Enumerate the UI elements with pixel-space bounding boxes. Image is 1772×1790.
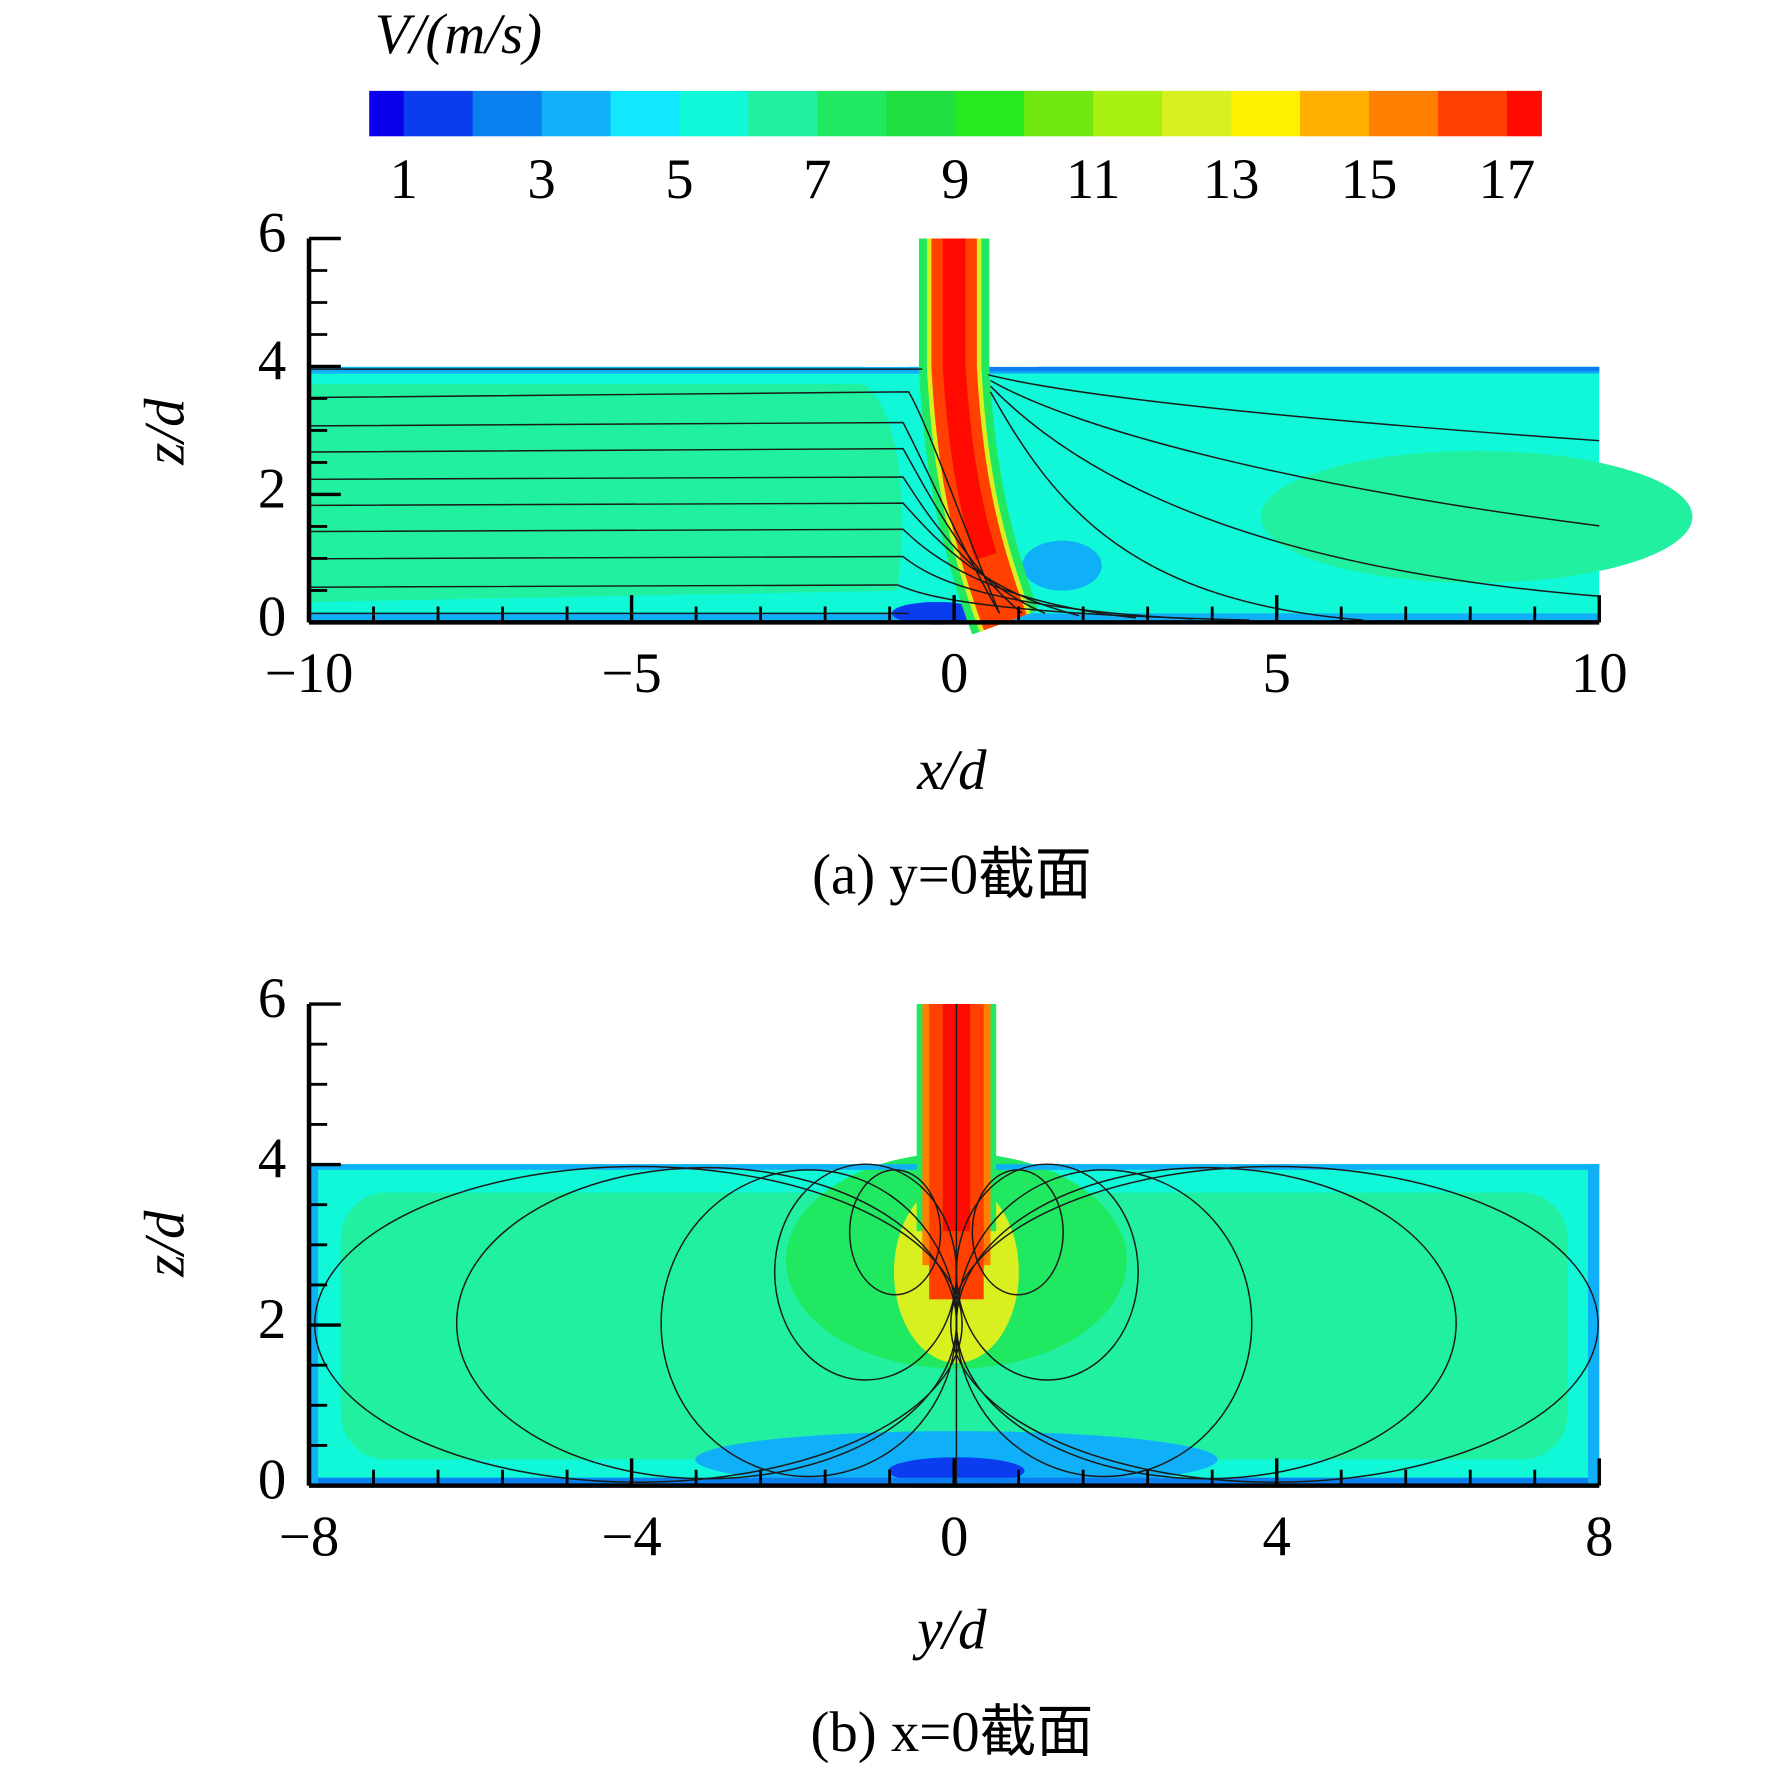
colorbar-segment [1300, 90, 1370, 137]
colorbar-segment [748, 90, 818, 137]
y-tick-label: 6 [258, 202, 286, 265]
x-tick-label: 4 [1263, 1505, 1291, 1568]
colorbar-tick-label: 3 [527, 148, 555, 211]
colorbar-segment [472, 90, 543, 137]
y-tick-label: 0 [258, 1449, 286, 1512]
colorbar-segment [369, 90, 405, 137]
colorbar-segment [403, 90, 474, 137]
x-tick-label: 0 [940, 1505, 968, 1568]
y-tick-label: 4 [258, 1128, 286, 1191]
colorbar-segment [1093, 90, 1163, 137]
x-tick-label: −4 [601, 1505, 661, 1568]
y-axis-label: z/d [133, 1210, 196, 1278]
x-axis-label: x/d [916, 739, 987, 802]
colorbar-tick-label: 9 [941, 148, 969, 211]
field-b [309, 1004, 1600, 1488]
colorbar-segment [610, 90, 681, 137]
x-tick-label: 8 [1585, 1505, 1613, 1568]
y-tick-label: 2 [258, 457, 286, 520]
colorbar-segment [1437, 90, 1508, 137]
y-tick-label: 4 [258, 330, 286, 393]
colorbar-segment [1231, 90, 1301, 137]
colorbar-segment [886, 90, 956, 137]
x-tick-label: −5 [601, 642, 661, 705]
colorbar-tick-label: 17 [1478, 148, 1535, 211]
y-tick-label: 2 [258, 1288, 286, 1351]
colorbar-tick-label: 1 [389, 148, 417, 211]
colorbar-tick-label: 13 [1203, 148, 1260, 211]
colorbar-segment [817, 90, 887, 137]
colorbar-segment [1162, 90, 1232, 137]
x-tick-label: 0 [940, 642, 968, 705]
colorbar-label: V/(m/s) [375, 3, 542, 66]
x-axis-label: y/d [912, 1599, 987, 1662]
colorbar-tick-label: 7 [803, 148, 831, 211]
y-axis-label: z/d [133, 398, 196, 466]
y-tick-label: 6 [258, 967, 286, 1030]
y-tick-label: 0 [258, 585, 286, 648]
colorbar-tick-label: 11 [1066, 148, 1121, 211]
colorbar-tick-label: 5 [665, 148, 693, 211]
colorbar-segment [1024, 90, 1094, 137]
colorbar-tick-label: 15 [1341, 148, 1398, 211]
colorbar-segment [541, 90, 612, 137]
x-tick-label: 10 [1571, 642, 1628, 705]
panel-caption: (b) x=0截面 [811, 1701, 1094, 1764]
colorbar-segment [679, 90, 750, 137]
colorbar-segment [1368, 90, 1439, 137]
x-tick-label: 5 [1263, 642, 1291, 705]
colorbar-segment [955, 90, 1025, 137]
colorbar-segment [1506, 90, 1542, 137]
field-a [309, 232, 1693, 635]
x-tick-label: −8 [279, 1505, 339, 1568]
x-tick-label: −10 [265, 642, 354, 705]
panel-caption: (a) y=0截面 [812, 843, 1092, 906]
